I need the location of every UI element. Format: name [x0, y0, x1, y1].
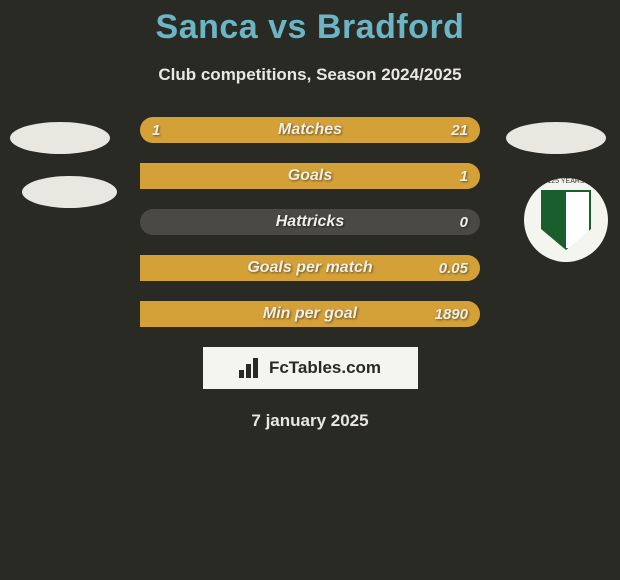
bars-icon — [239, 358, 263, 378]
stat-value-right: 0 — [460, 214, 468, 231]
footer-badge[interactable]: FcTables.com — [203, 347, 418, 389]
comparison-card: Sanca vs Bradford Club competitions, Sea… — [0, 0, 620, 431]
stat-label: Goals — [288, 167, 332, 185]
stat-row-matches: 1 Matches 21 — [140, 117, 480, 143]
stat-row-min-per-goal: Min per goal 1890 — [140, 301, 480, 327]
stat-row-goals: Goals 1 — [140, 163, 480, 189]
footer-brand: FcTables.com — [269, 358, 381, 378]
stat-value-left: 1 — [152, 122, 160, 139]
stat-value-right: 21 — [451, 122, 468, 139]
date-label: 7 january 2025 — [0, 411, 620, 431]
stat-label: Min per goal — [263, 305, 357, 323]
stat-label: Hattricks — [276, 213, 344, 231]
club-logo-right: 125 YEARS — [524, 178, 608, 262]
club-badge-text: 125 YEARS — [547, 178, 584, 185]
stat-value-right: 1 — [460, 168, 468, 185]
stat-value-right: 1890 — [435, 306, 468, 323]
player-oval-left-2 — [22, 176, 117, 208]
player-oval-right-1 — [506, 122, 606, 154]
stat-value-right: 0.05 — [439, 260, 468, 277]
shield-body-icon — [541, 190, 591, 250]
club-shield-icon: 125 YEARS — [541, 190, 591, 250]
subtitle: Club competitions, Season 2024/2025 — [0, 65, 620, 85]
stat-row-hattricks: Hattricks 0 — [140, 209, 480, 235]
player-oval-left-1 — [10, 122, 110, 154]
stat-label: Matches — [278, 121, 342, 139]
stat-row-goals-per-match: Goals per match 0.05 — [140, 255, 480, 281]
stats-block: 1 Matches 21 Goals 1 Hattricks 0 Goals p… — [140, 117, 480, 327]
page-title: Sanca vs Bradford — [0, 8, 620, 47]
stat-label: Goals per match — [247, 259, 372, 277]
